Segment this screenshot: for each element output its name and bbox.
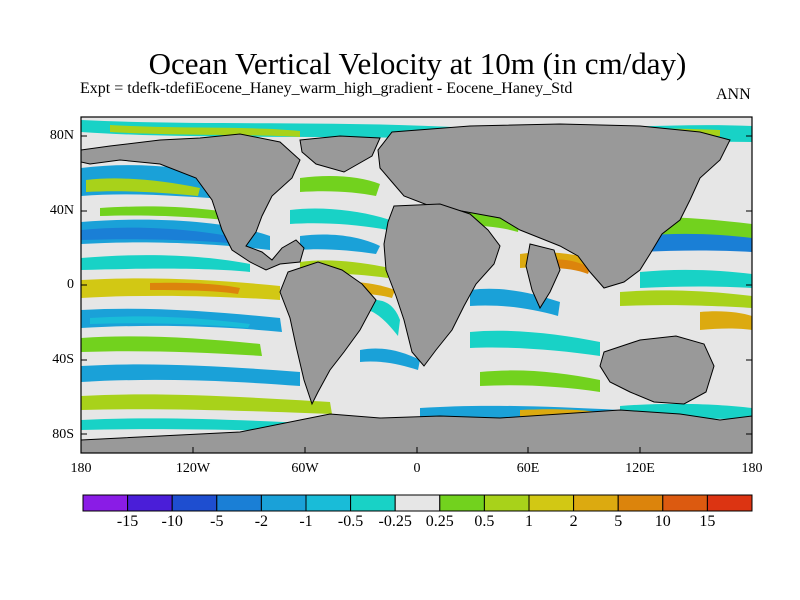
colorbar xyxy=(82,494,753,512)
lon-label-120e: 120E xyxy=(625,461,655,476)
colorbar-swatch xyxy=(528,494,575,512)
colorbar-level-label: 0.5 xyxy=(474,513,495,530)
colorbar-swatch xyxy=(127,494,173,512)
south-america-landmass xyxy=(279,261,377,406)
colorbar-swatch xyxy=(260,494,307,512)
colorbar-swatch xyxy=(662,494,708,512)
lat-label-40s: 40S xyxy=(52,352,74,367)
colorbar-swatch xyxy=(617,494,664,512)
lon-label-180w: 180 xyxy=(70,461,92,476)
colorbar-level-label: -15 xyxy=(116,513,139,530)
colorbar-swatch xyxy=(394,494,441,512)
landmasses xyxy=(81,123,752,453)
colorbar-swatch xyxy=(483,494,530,512)
lat-label-40n: 40N xyxy=(49,203,74,218)
colorbar-level-label: 5 xyxy=(614,513,623,530)
colorbar-swatch xyxy=(706,494,753,512)
colorbar-level-label: -2 xyxy=(254,513,269,530)
colorbar-level-label: -1 xyxy=(299,513,313,530)
colorbar-level-label: -0.25 xyxy=(378,513,412,530)
colorbar-swatch xyxy=(216,494,262,512)
lat-label-80s: 80S xyxy=(52,427,74,442)
colorbar-swatch xyxy=(82,494,129,512)
lat-label-80n: 80N xyxy=(49,128,74,143)
colorbar-level-label: -5 xyxy=(210,513,224,530)
colorbar-swatch xyxy=(305,494,352,512)
north-america-landmass xyxy=(81,133,305,271)
colorbar-swatch xyxy=(439,494,485,512)
lon-tick-marks xyxy=(80,447,753,453)
experiment-subtitle: Expt = tdefk-tdefiEocene_Haney_warm_high… xyxy=(80,80,573,97)
map-title: Ocean Vertical Velocity at 10m (in cm/da… xyxy=(148,46,687,81)
lat-label-equator: 0 xyxy=(67,277,74,292)
lon-label-120w: 120W xyxy=(175,461,211,476)
india-landmass xyxy=(525,243,561,310)
lon-label-180e: 180 xyxy=(741,461,763,476)
colorbar-level-label: -0.5 xyxy=(337,513,364,530)
australia-landmass xyxy=(599,335,715,405)
colorbar-level-label: 1 xyxy=(525,513,533,530)
lon-label-60e: 60E xyxy=(516,461,540,476)
lon-label-60w: 60W xyxy=(291,461,319,476)
colorbar-swatch xyxy=(171,494,218,512)
colorbar-level-label: 2 xyxy=(569,513,578,530)
eurasia-landmass xyxy=(377,123,731,289)
colorbar-level-label: 0.25 xyxy=(425,513,454,530)
colorbar-level-label: 15 xyxy=(699,513,716,530)
africa-landmass xyxy=(383,203,501,367)
antarctica-landmass xyxy=(81,409,752,453)
colorbar-swatch xyxy=(350,494,396,512)
lon-label-0: 0 xyxy=(413,461,421,476)
greenland-landmass xyxy=(299,135,381,173)
lat-tick-marks xyxy=(81,135,752,435)
season-label: ANN xyxy=(716,86,751,103)
colorbar-level-label: 10 xyxy=(654,513,671,530)
colorbar-level-label: -10 xyxy=(161,513,183,530)
colorbar-swatch xyxy=(573,494,619,512)
